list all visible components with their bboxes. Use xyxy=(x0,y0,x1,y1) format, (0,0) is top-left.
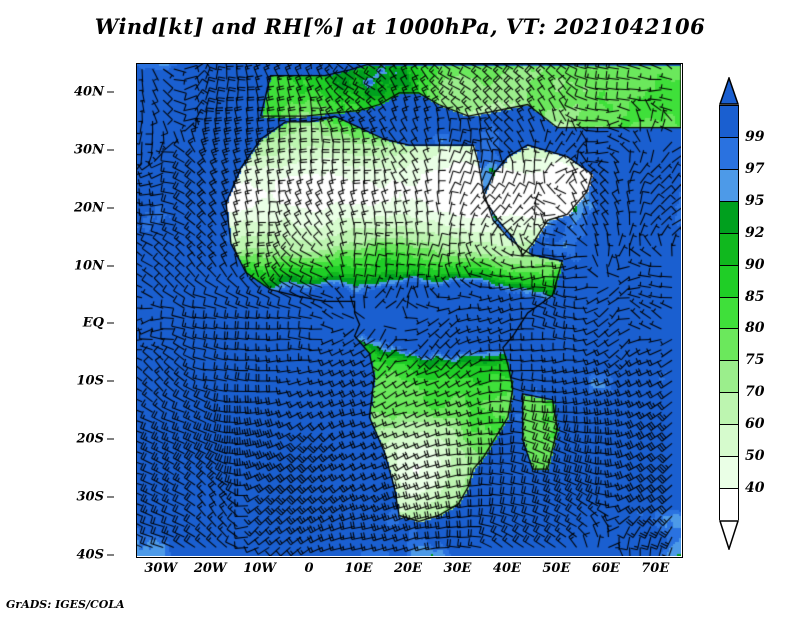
x-tick-20W: 20W xyxy=(193,561,227,576)
colorbar-label-75: 75 xyxy=(745,352,765,369)
colorbar-segment xyxy=(720,297,738,330)
colorbar-label-99: 99 xyxy=(745,128,765,145)
y-tick-20S: 20S xyxy=(77,432,114,447)
y-tick-10S: 10S xyxy=(77,374,114,389)
colorbar-segment xyxy=(720,233,738,266)
over-arrow-icon xyxy=(718,75,740,105)
y-tick-10N: 10N xyxy=(74,258,114,273)
y-tick-40N: 40N xyxy=(74,84,114,99)
y-tick-40S: 40S xyxy=(77,548,114,563)
under-arrow-icon xyxy=(718,520,740,552)
colorbar-label-40: 40 xyxy=(745,480,765,497)
x-tick-30E: 30E xyxy=(443,561,472,576)
colorbar-segment xyxy=(720,425,738,458)
x-tick-50E: 50E xyxy=(542,561,571,576)
x-tick-20E: 20E xyxy=(394,561,422,576)
footer-credit: GrADS: IGES/COLA xyxy=(6,598,125,611)
colorbar-segment xyxy=(720,393,738,426)
colorbar-segment xyxy=(720,201,738,234)
x-tick-40E: 40E xyxy=(492,561,521,576)
colorbar xyxy=(719,105,739,521)
colorbar-segment xyxy=(720,329,738,362)
chart-title: Wind[kt] and RH[%] at 1000hPa, VT: 20210… xyxy=(94,14,706,39)
map-plot-area xyxy=(136,63,683,558)
x-tick-30W: 30W xyxy=(144,561,178,576)
colorbar-label-60: 60 xyxy=(745,416,765,433)
colorbar-label-85: 85 xyxy=(745,288,765,305)
y-tick-30S: 30S xyxy=(77,490,114,505)
colorbar-label-95: 95 xyxy=(745,192,765,209)
colorbar-label-97: 97 xyxy=(745,160,765,177)
x-tick-10W: 10W xyxy=(243,561,276,576)
x-tick-60E: 60E xyxy=(591,561,620,576)
colorbar-label-70: 70 xyxy=(745,384,765,401)
colorbar-label-50: 50 xyxy=(745,448,765,465)
y-tick-30N: 30N xyxy=(74,142,114,157)
y-tick-20N: 20N xyxy=(74,200,114,215)
colorbar-segment xyxy=(720,169,738,202)
x-tick-10E: 10E xyxy=(344,561,373,576)
x-tick-0: 0 xyxy=(304,561,314,576)
x-tick-70E: 70E xyxy=(641,561,670,576)
colorbar-segment xyxy=(720,106,738,138)
colorbar-label-80: 80 xyxy=(745,320,765,337)
y-tick-EQ: EQ xyxy=(83,316,114,331)
colorbar-segment xyxy=(720,489,738,521)
colorbar-segment xyxy=(720,457,738,490)
colorbar-segment xyxy=(720,265,738,298)
wind-barb-overlay xyxy=(137,64,681,556)
colorbar-label-90: 90 xyxy=(745,256,765,273)
colorbar-segment xyxy=(720,361,738,394)
colorbar-label-92: 92 xyxy=(745,224,765,241)
colorbar-under-arrow xyxy=(718,520,740,552)
colorbar-segment xyxy=(720,137,738,170)
colorbar-over-arrow xyxy=(718,75,740,105)
